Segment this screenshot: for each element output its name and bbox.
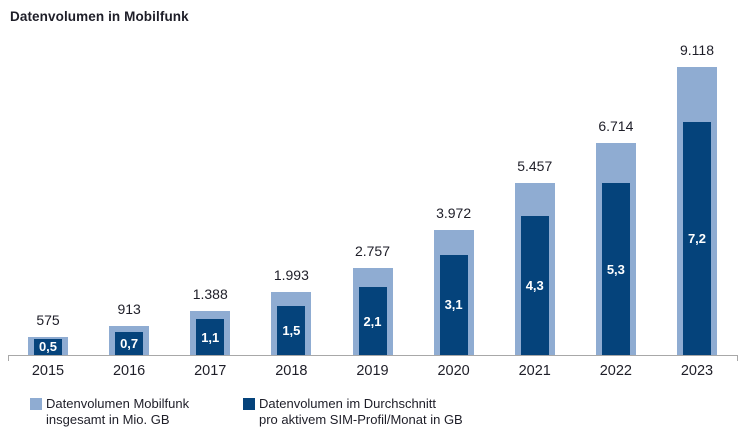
total-value-label: 1.993 — [273, 267, 309, 284]
per-sim-bar-2020: 3,1 — [439, 254, 468, 355]
legend-label-total-line2: insgesamt in Mio. GB — [46, 412, 170, 427]
legend-label-per-sim: Datenvolumen im Durchschnitt pro aktivem… — [259, 396, 463, 428]
total-value-label: 1.388 — [192, 286, 228, 303]
x-axis-label-2023: 2023 — [680, 363, 714, 379]
total-value-label: 2.757 — [354, 242, 391, 259]
x-axis-label-2022: 2022 — [599, 363, 632, 379]
per-sim-value-label: 0,5 — [38, 339, 58, 355]
x-axis-label-2016: 2016 — [112, 363, 146, 379]
legend-item-per-sim: Datenvolumen im Durchschnitt pro aktivem… — [243, 396, 463, 428]
per-sim-bar-2015: 0,5 — [34, 338, 62, 355]
x-axis-line — [8, 355, 738, 356]
chart-title: Datenvolumen in Mobilfunk — [10, 9, 189, 24]
per-sim-value-label: 5,3 — [606, 261, 625, 277]
per-sim-value-label: 1,5 — [282, 323, 301, 339]
total-value-label: 3.972 — [436, 204, 472, 221]
per-sim-value-label: 2,1 — [363, 313, 382, 329]
per-sim-value-label: 1,1 — [201, 329, 220, 345]
legend-item-total: Datenvolumen Mobilfunk insgesamt in Mio.… — [30, 396, 189, 428]
per-sim-bar-2021: 4,3 — [520, 215, 549, 355]
per-sim-bar-2022: 5,3 — [601, 183, 630, 355]
x-axis-tick-left — [8, 355, 9, 361]
per-sim-value-label: 7,2 — [687, 231, 707, 246]
per-sim-bar-2019: 2,1 — [358, 287, 387, 355]
per-sim-value-label: 3,1 — [444, 297, 463, 313]
per-sim-bar-2016: 0,7 — [115, 332, 144, 355]
legend-swatch-per-sim-icon — [243, 398, 255, 410]
per-sim-bar-2023: 7,2 — [683, 122, 711, 355]
x-axis-label-2021: 2021 — [518, 363, 551, 379]
total-value-label: 913 — [117, 301, 141, 318]
legend-label-total: Datenvolumen Mobilfunk insgesamt in Mio.… — [46, 396, 189, 428]
x-axis-label-2020: 2020 — [437, 363, 470, 379]
x-axis-label-2017: 2017 — [194, 363, 227, 379]
per-sim-bar-2017: 1,1 — [196, 319, 225, 355]
total-value-label: 5.457 — [517, 157, 553, 174]
x-axis-label-2018: 2018 — [275, 363, 308, 379]
legend-label-per-sim-line2: pro aktivem SIM-Profil/Monat in GB — [259, 412, 463, 427]
per-sim-bar-2018: 1,5 — [277, 306, 306, 355]
x-axis-tick-right — [737, 355, 738, 361]
x-axis-label-2015: 2015 — [31, 363, 65, 379]
legend-label-total-line1: Datenvolumen Mobilfunk — [46, 396, 190, 411]
per-sim-value-label: 0,7 — [120, 336, 139, 352]
legend-swatch-total-icon — [30, 398, 42, 410]
total-value-label: 575 — [36, 311, 60, 328]
x-axis-label-2019: 2019 — [356, 363, 389, 379]
per-sim-value-label: 4,3 — [525, 277, 544, 293]
total-value-label: 9.118 — [680, 42, 714, 58]
legend-label-per-sim-line1: Datenvolumen im Durchschnitt — [259, 396, 437, 411]
total-value-label: 6.714 — [598, 117, 634, 134]
